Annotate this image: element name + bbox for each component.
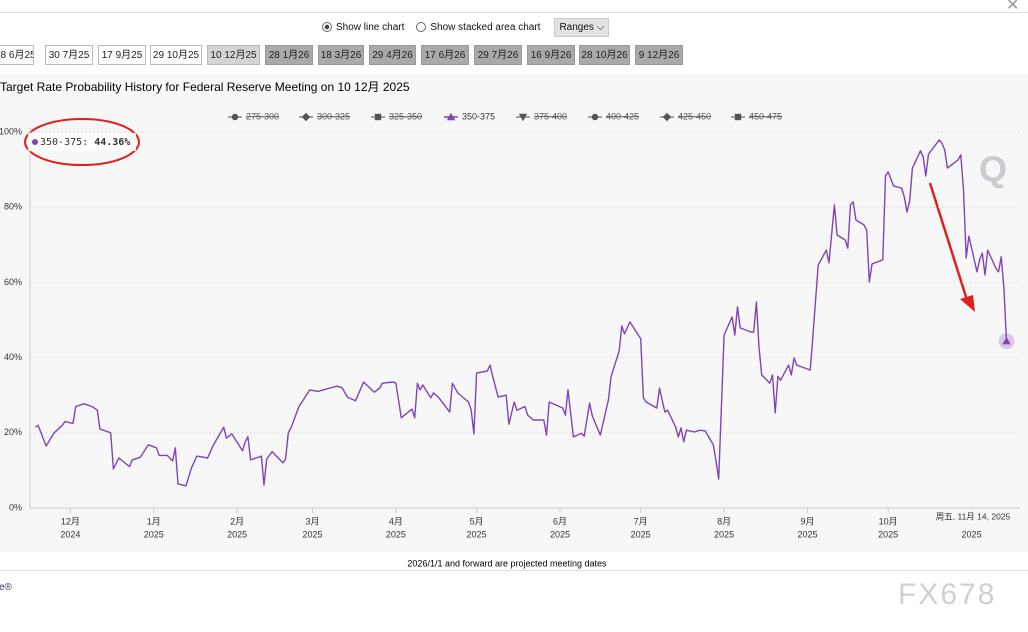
legend-label: 450-475	[749, 111, 782, 121]
annotation-arrow	[928, 182, 969, 301]
x-tick-year: 2025	[962, 529, 982, 539]
footnote: 2026/1/1 and forward are projected meeti…	[407, 558, 607, 568]
meeting-tab[interactable]: 28 10月26	[579, 45, 630, 65]
x-tick-year: 2025	[386, 529, 406, 539]
x-tick-year: 2025	[227, 529, 247, 539]
legend-label: 400-425	[606, 111, 639, 121]
y-tick-label: 80%	[4, 202, 22, 212]
meeting-tab[interactable]: 29 4月26	[369, 45, 416, 65]
legend-label: 375-400	[534, 111, 567, 121]
view-options: Show line chart Show stacked area chart …	[322, 17, 610, 37]
radio-area[interactable]	[416, 22, 427, 32]
y-tick-label: 20%	[4, 427, 22, 437]
x-tick-year: 2025	[302, 529, 322, 539]
ranges-dropdown[interactable]: Ranges ⌵	[554, 17, 610, 37]
meeting-tab[interactable]: 9 12月26	[635, 45, 683, 65]
hover-point	[1002, 337, 1011, 345]
x-tick-year: 2025	[631, 529, 651, 539]
y-tick-label: 100%	[0, 126, 22, 136]
x-tick-label: 9月	[800, 516, 814, 526]
legend-marker	[734, 113, 742, 121]
meeting-tab[interactable]: 29 10月25	[150, 45, 202, 65]
y-tick-label: 40%	[4, 352, 22, 362]
radio-line-label[interactable]: Show line chart	[336, 21, 405, 33]
chart-title: Target Rate Probability History for Fede…	[0, 80, 410, 94]
arrow-head	[960, 295, 975, 312]
meeting-tab[interactable]: 17 6月26	[421, 45, 469, 65]
x-tick-label: 6月	[553, 516, 567, 526]
series-line	[34, 139, 1008, 487]
crosshair-label-bg	[930, 510, 1016, 524]
x-tick-year: 2024	[60, 529, 80, 539]
meeting-tab[interactable]: 10 12月25	[207, 45, 260, 65]
legend-marker	[301, 112, 311, 122]
radio-line[interactable]	[322, 22, 332, 32]
x-tick-label: 10月	[879, 516, 898, 526]
tooltip-dot	[32, 139, 38, 145]
y-tick-label: 0%	[9, 502, 22, 512]
tooltip-sep: :	[82, 137, 94, 148]
tooltip-series: 350-375	[40, 137, 82, 148]
x-tick-label: 12月	[61, 516, 80, 526]
chart-panel	[0, 74, 1028, 552]
radio-area-label[interactable]: Show stacked area chart	[430, 21, 541, 33]
logo: Q	[979, 149, 1007, 190]
meeting-tab[interactable]: 29 7月26	[474, 45, 522, 65]
legend-marker	[662, 112, 672, 122]
top-rule	[0, 12, 1028, 13]
legend-marker	[374, 113, 382, 121]
x-tick-label: 8月	[717, 516, 731, 526]
legend-label: 300-325	[317, 111, 350, 121]
highlight-ellipse	[24, 118, 140, 166]
brand-fragment: e®	[0, 582, 12, 593]
x-tick-label: 2月	[230, 516, 244, 526]
legend-marker	[518, 113, 528, 122]
meeting-tab[interactable]: 16 9月26	[527, 45, 575, 65]
legend-label: 350-375	[462, 111, 495, 121]
x-tick-year: 2025	[467, 529, 487, 539]
ranges-label[interactable]: Ranges	[559, 21, 594, 33]
meeting-tab[interactable]: 18 3月26	[318, 45, 364, 65]
legend-label: 425-450	[678, 111, 711, 121]
legend-marker	[446, 112, 456, 121]
x-tick-label: 3月	[305, 516, 319, 526]
x-tick-year: 2025	[878, 529, 898, 539]
watermark: FX678	[898, 578, 997, 611]
x-tick-label: 1月	[147, 516, 161, 526]
legend-marker	[591, 113, 599, 121]
tooltip-text: 350-375: 44.36%	[40, 137, 130, 148]
legend-marker	[231, 113, 239, 121]
meeting-tab[interactable]: 30 7月25	[45, 45, 93, 65]
x-tick-year: 2025	[550, 529, 570, 539]
meeting-tab[interactable]: 28 1月26	[265, 45, 313, 65]
legend-label: 275-300	[246, 111, 279, 121]
x-tick-label: 4月	[389, 516, 403, 526]
x-tick-label: 7月	[634, 516, 648, 526]
tooltip-box	[28, 133, 136, 151]
x-tick-year: 2025	[144, 529, 164, 539]
tooltip-value: 44.36%	[94, 137, 130, 148]
crosshair-label: 周五, 11月 14, 2025	[936, 511, 1011, 521]
x-tick-label: 5月	[470, 516, 484, 526]
legend-label: 325-350	[389, 111, 422, 121]
meeting-tab[interactable]: 18 6月25	[0, 45, 34, 65]
x-tick-year: 2025	[797, 529, 817, 539]
close-button[interactable]: ✕	[1006, 0, 1020, 14]
bottom-rule	[0, 570, 1028, 571]
y-tick-label: 60%	[4, 277, 22, 287]
x-tick-year: 2025	[714, 529, 734, 539]
meeting-tab[interactable]: 17 9月25	[98, 45, 146, 65]
